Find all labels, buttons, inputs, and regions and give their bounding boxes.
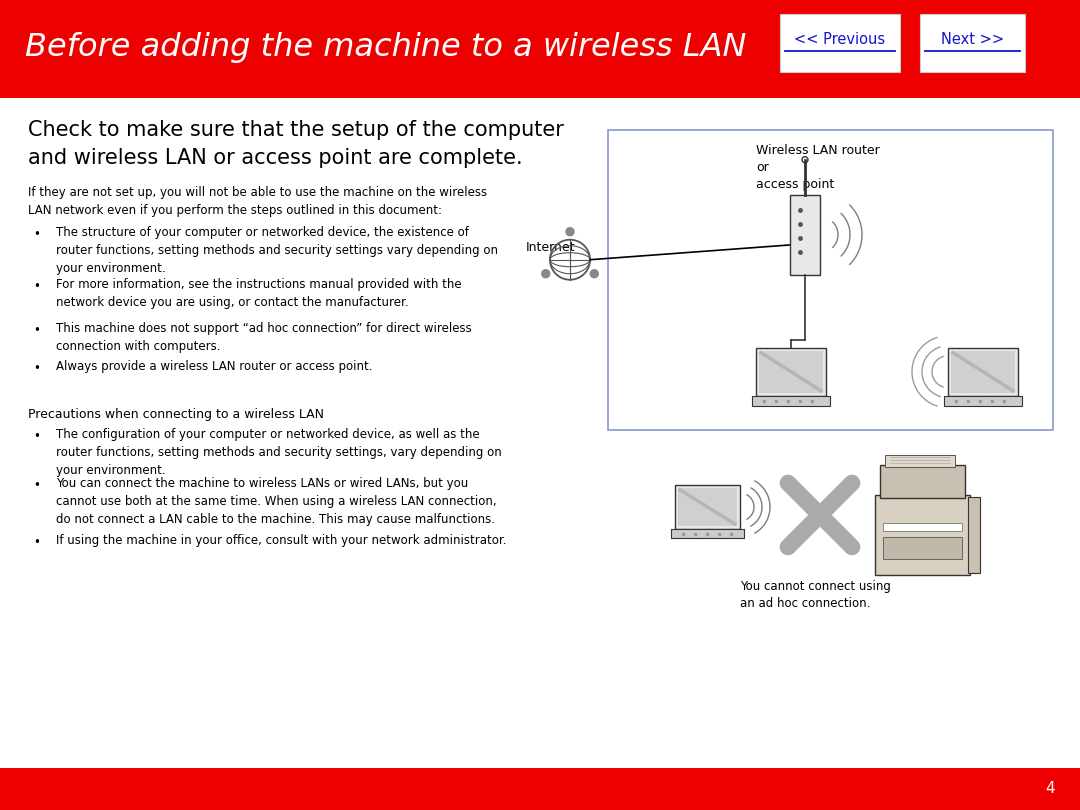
Bar [885, 455, 955, 467]
Text: Wireless LAN router
or
access point: Wireless LAN router or access point [756, 143, 880, 190]
Bar [756, 347, 826, 396]
Bar [780, 14, 900, 72]
Bar [759, 351, 823, 393]
Circle shape [591, 270, 598, 278]
Bar [968, 497, 980, 573]
Bar [752, 396, 831, 406]
Text: The structure of your computer or networked device, the existence of
router func: The structure of your computer or networ… [56, 226, 498, 275]
Text: •: • [33, 362, 40, 375]
Bar [944, 396, 1022, 406]
Bar [608, 130, 1053, 430]
Text: •: • [33, 535, 40, 548]
Circle shape [566, 228, 573, 236]
Text: The configuration of your computer or networked device, as well as the
router fu: The configuration of your computer or ne… [56, 428, 502, 477]
Bar [0, 91, 1080, 98]
Text: Internet: Internet [526, 241, 576, 254]
Bar [948, 347, 1018, 396]
Text: You cannot connect using
an ad hoc connection.: You cannot connect using an ad hoc conne… [740, 580, 891, 610]
Text: For more information, see the instructions manual provided with the
network devi: For more information, see the instructio… [56, 278, 461, 309]
Text: 4: 4 [1045, 782, 1055, 796]
Bar [675, 485, 740, 529]
Text: Next >>: Next >> [941, 32, 1004, 48]
Text: Precautions when connecting to a wireless LAN: Precautions when connecting to a wireles… [28, 407, 324, 420]
Text: •: • [33, 279, 40, 292]
Text: Always provide a wireless LAN router or access point.: Always provide a wireless LAN router or … [56, 360, 373, 373]
Text: If using the machine in your office, consult with your network administrator.: If using the machine in your office, con… [56, 534, 507, 547]
Text: •: • [33, 228, 40, 241]
Bar [880, 465, 966, 498]
Text: You can connect the machine to wireless LANs or wired LANs, but you
cannot use b: You can connect the machine to wireless … [56, 477, 497, 526]
Text: and wireless LAN or access point are complete.: and wireless LAN or access point are com… [28, 147, 523, 168]
Bar [951, 351, 1015, 393]
Circle shape [542, 270, 550, 278]
Text: This machine does not support “ad hoc connection” for direct wireless
connection: This machine does not support “ad hoc co… [56, 322, 472, 352]
Text: •: • [33, 479, 40, 492]
Bar [671, 529, 744, 538]
Text: Before adding the machine to a wireless LAN: Before adding the machine to a wireless … [25, 32, 746, 62]
Text: << Previous: << Previous [795, 32, 886, 48]
Bar [875, 495, 970, 575]
Bar [0, 768, 1080, 810]
Text: If they are not set up, you will not be able to use the machine on the wireless
: If they are not set up, you will not be … [28, 185, 487, 217]
Bar [678, 488, 737, 526]
Text: Check to make sure that the setup of the computer: Check to make sure that the setup of the… [28, 120, 564, 139]
Bar [883, 537, 962, 559]
Text: •: • [33, 324, 40, 337]
Bar [920, 14, 1025, 72]
Bar [883, 523, 962, 531]
Text: •: • [33, 430, 40, 443]
Bar [0, 0, 1080, 91]
Bar [789, 194, 820, 275]
